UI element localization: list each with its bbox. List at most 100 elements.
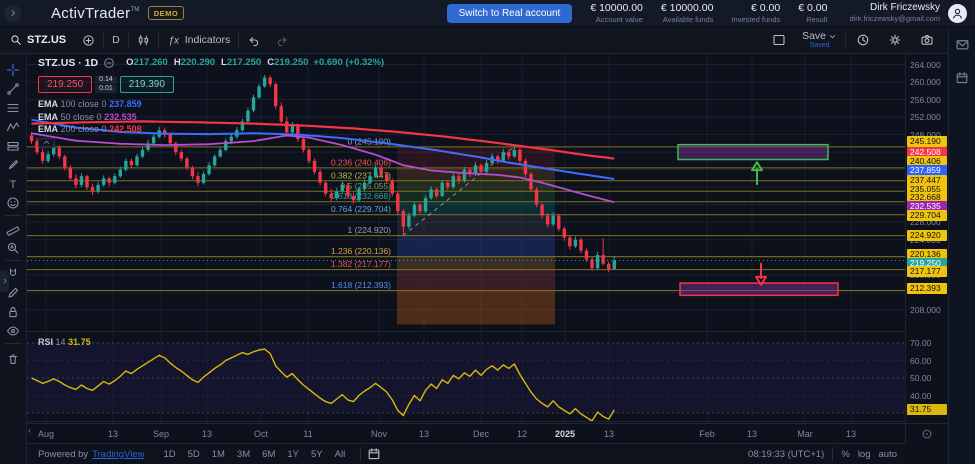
- time-axis-label: 11: [303, 429, 313, 439]
- clock-icon: [856, 33, 870, 47]
- price-badge: 232.668: [907, 192, 947, 204]
- save-button[interactable]: Save Saved: [796, 31, 843, 49]
- text-tool-icon[interactable]: T: [3, 174, 24, 193]
- zoom-in-tool-icon[interactable]: [3, 238, 24, 257]
- fib-level-label: 0.382 (237.447): [331, 170, 391, 180]
- range-button-5d[interactable]: 5D: [187, 448, 200, 460]
- plus-circle-icon: [82, 34, 95, 47]
- rsi-pane-canvas[interactable]: [27, 333, 905, 421]
- time-axis-label: Mar: [797, 429, 813, 439]
- settings-button[interactable]: [880, 33, 910, 47]
- range-button-6m[interactable]: 6M: [262, 448, 276, 460]
- time-axis-label: 13: [746, 429, 758, 439]
- trash-tool-icon[interactable]: [3, 349, 24, 368]
- tradingview-link[interactable]: TradingView: [92, 448, 145, 460]
- search-icon: [10, 34, 22, 46]
- trend-line-tool-icon[interactable]: [3, 79, 24, 98]
- rsi-axis-label: 70.00: [910, 338, 932, 348]
- pane-divider-2[interactable]: [27, 421, 905, 422]
- range-button-1d[interactable]: 1D: [163, 448, 176, 460]
- indicators-button[interactable]: ƒx Indicators: [167, 33, 231, 47]
- rsi-legend: RSI 14 31.75: [38, 337, 91, 347]
- price-target-rect-lower: [679, 282, 839, 297]
- auto-scale-button[interactable]: auto: [878, 448, 898, 460]
- xabcd-pattern-tool-icon[interactable]: [3, 117, 24, 136]
- messages-button[interactable]: [955, 37, 970, 57]
- range-button-3m[interactable]: 3M: [236, 448, 251, 460]
- price-badge: 235.055: [907, 183, 947, 195]
- crosshair-tool-icon[interactable]: [3, 60, 24, 79]
- minus-circle-icon[interactable]: [103, 57, 115, 69]
- bottom-bar: Powered by TradingView 1D 5D 1M 3M 6M 1Y 5Y All…: [27, 443, 905, 464]
- price-axis[interactable]: 264.000 260.000 256.000 252.000 248.000 228.0…: [905, 54, 948, 423]
- user-info[interactable]: Dirk Friczewsky dirk.friczewsky@gmail.com: [849, 2, 940, 24]
- time-axis[interactable]: Aug 13 Sep 13 Oct 11 Nov 13 Dec 12 2025 13 Feb 13 Mar 1…: [27, 423, 905, 443]
- calendar-button[interactable]: [955, 71, 969, 90]
- redo-button[interactable]: [268, 27, 297, 53]
- range-button-5y[interactable]: 5Y: [311, 448, 323, 460]
- fib-band: [397, 256, 555, 270]
- ruler-tool-icon[interactable]: [3, 219, 24, 238]
- powered-by-label: Powered by: [38, 448, 89, 460]
- go-to-date-button[interactable]: [361, 444, 387, 464]
- mail-icon: [955, 37, 970, 52]
- compare-button[interactable]: [74, 27, 103, 53]
- alerts-button[interactable]: [848, 33, 878, 47]
- chart-type-button[interactable]: [129, 27, 158, 53]
- eye-tool-icon[interactable]: [3, 321, 24, 340]
- price-badge: 220.136: [907, 249, 947, 261]
- legend-collapse-button[interactable]: [38, 137, 55, 148]
- avatar[interactable]: [948, 3, 967, 23]
- spread-info: 0.14 0.01: [95, 76, 117, 93]
- layout-button[interactable]: [764, 33, 794, 47]
- axis-settings-corner[interactable]: [905, 423, 948, 443]
- fib-retracement-tool-icon[interactable]: [3, 98, 24, 117]
- fib-level-label: 0.764 (229.704): [331, 204, 391, 214]
- time-axis-label: 13: [418, 429, 430, 439]
- lock-tool-icon[interactable]: [3, 302, 24, 321]
- chevron-up-icon: [42, 138, 51, 147]
- chart-legend: STZ.US · 1D O217.260 H220.290 L217.250 C…: [38, 57, 384, 148]
- indicator-row-ema100: EMA 100 close 0 237.859: [38, 99, 142, 109]
- snapshot-button[interactable]: [912, 33, 942, 47]
- calendar-clock-icon: [367, 447, 381, 461]
- clock-display[interactable]: 08:19:33 (UTC+1): [748, 448, 825, 460]
- range-button-all[interactable]: All: [334, 448, 346, 460]
- user-icon: [951, 7, 964, 20]
- log-scale-button[interactable]: log: [857, 448, 871, 460]
- fib-level-label: 1.236 (220.136): [331, 246, 391, 256]
- sell-button[interactable]: 219.250: [38, 76, 93, 93]
- undo-button[interactable]: [239, 27, 268, 53]
- switch-to-real-button[interactable]: Switch to Real account: [446, 3, 573, 23]
- main-chart-canvas[interactable]: 0 (245.190)0.236 (240.406)0.382 (237.447…: [27, 54, 905, 331]
- time-axis-label: 13: [845, 429, 857, 439]
- magnet-tool-icon[interactable]: [3, 264, 24, 283]
- range-button-1m[interactable]: 1M: [211, 448, 225, 460]
- price-badge: 240.406: [907, 156, 947, 168]
- time-axis-label: 13: [107, 429, 119, 439]
- buy-button[interactable]: 219.390: [119, 76, 174, 93]
- fx-icon: ƒx: [167, 33, 181, 47]
- expand-sidebar-button[interactable]: [4, 4, 21, 22]
- range-button-1y[interactable]: 1Y: [287, 448, 299, 460]
- long-position-tool-icon[interactable]: [3, 136, 24, 155]
- fib-band: [397, 214, 555, 236]
- up-arrow-head: [751, 161, 763, 172]
- percent-scale-button[interactable]: %: [841, 448, 850, 460]
- chevron-down-icon: [828, 32, 837, 41]
- draw-pencil-tool-icon[interactable]: [3, 283, 24, 302]
- trademark: TM: [130, 6, 140, 13]
- pane-collapse-button[interactable]: ‹: [28, 425, 31, 435]
- brush-tool-icon[interactable]: [3, 155, 24, 174]
- pane-divider[interactable]: [27, 331, 905, 332]
- time-axis-label: Nov: [370, 429, 388, 439]
- watchlist-expand-tab[interactable]: [0, 270, 9, 292]
- symbol-search[interactable]: STZ.US: [0, 27, 74, 53]
- time-axis-label: 12: [516, 429, 528, 439]
- emoji-tool-icon[interactable]: [3, 193, 24, 212]
- price-badge: 219.250: [907, 257, 947, 269]
- undo-icon: [247, 34, 260, 47]
- svg-text:ƒx: ƒx: [168, 36, 180, 47]
- timeframe-button[interactable]: D: [112, 34, 120, 46]
